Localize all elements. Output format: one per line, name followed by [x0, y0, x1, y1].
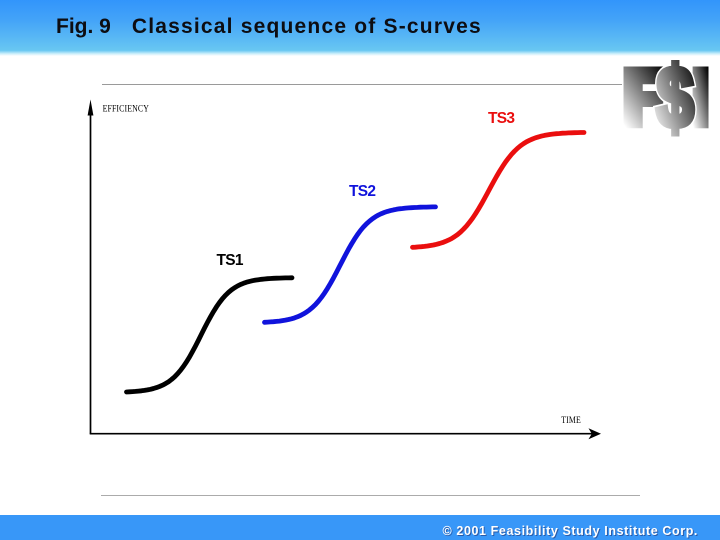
svg-text:TIME: TIME [561, 414, 581, 425]
svg-text:EFFICIENCY: EFFICIENCY [103, 103, 150, 114]
svg-text:$: $ [656, 50, 694, 146]
svg-text:$: $ [656, 50, 694, 146]
